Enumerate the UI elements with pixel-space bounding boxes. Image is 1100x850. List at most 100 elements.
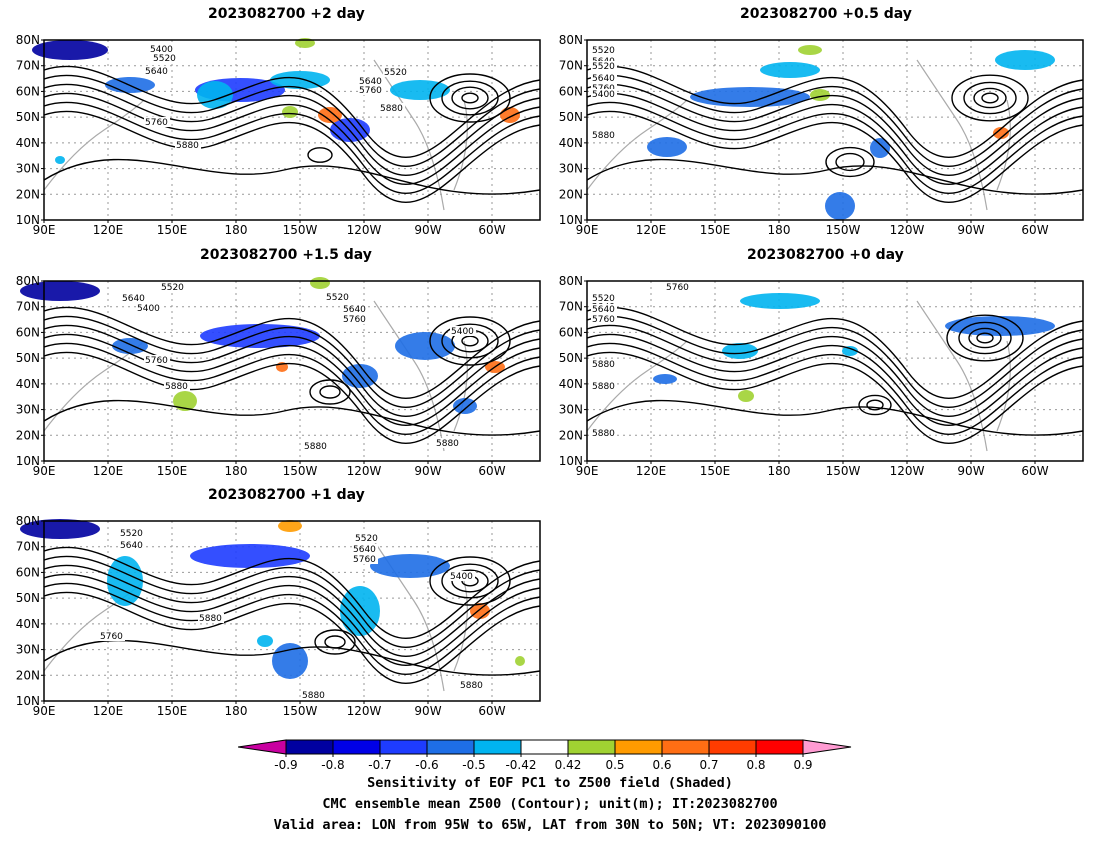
sensitivity-shading <box>278 520 302 532</box>
z500-contour <box>324 635 346 649</box>
lon-tick-label: 90W <box>414 223 441 237</box>
z500-contour <box>43 342 541 435</box>
z500-contour <box>309 379 351 405</box>
contour-label: 5520 <box>120 529 143 539</box>
lat-tick-label: 60N <box>559 84 583 98</box>
sensitivity-shading <box>190 544 310 568</box>
contour-label-bg <box>144 66 170 76</box>
lat-tick-label: 30N <box>16 643 40 657</box>
sensitivity-shading <box>653 374 677 384</box>
contour-label-bg <box>449 571 475 581</box>
lat-tick-label: 70N <box>16 540 40 554</box>
contour-label-bg <box>591 359 617 369</box>
contour-label: 5520 <box>384 68 407 78</box>
z500-contour <box>43 546 541 639</box>
contour-label: 5640 <box>122 294 145 304</box>
panel-title: 2023082700 +1 day <box>208 487 365 503</box>
sensitivity-shading <box>20 281 100 301</box>
colorbar-tick-label: -0.6 <box>415 758 438 772</box>
sensitivity-shading <box>945 316 1055 336</box>
map-axes: 55205640552056405760540057605880588080N7… <box>559 33 1084 237</box>
z500-contour <box>43 110 541 203</box>
contour-label: 5640 <box>145 67 168 77</box>
panel-title: 2023082700 +0 day <box>747 247 904 263</box>
sensitivity-shading <box>842 346 858 356</box>
contour-label: 5760 <box>592 315 615 325</box>
z500-contour <box>586 92 1084 185</box>
sensitivity-shading <box>995 50 1055 70</box>
lat-tick-label: 40N <box>559 136 583 150</box>
colorbar-tick-label: 0.8 <box>746 758 765 772</box>
contour-label: 5880 <box>304 442 327 452</box>
sensitivity-shading <box>453 398 477 414</box>
lat-tick-label: 10N <box>16 454 40 468</box>
contour-label: 5880 <box>199 614 222 624</box>
contour-label: 5760 <box>145 356 168 366</box>
contour-label-bg <box>379 103 405 113</box>
contour-label-bg <box>121 293 147 303</box>
map-axes: 5520564054005520564057605400576058805880… <box>16 274 541 478</box>
z500-contour <box>946 314 1024 362</box>
lat-tick-label: 20N <box>16 187 40 201</box>
z500-contour <box>866 399 884 411</box>
z500-contour <box>586 74 1084 167</box>
z500-contour <box>307 147 333 163</box>
panel-title: 2023082700 +0.5 day <box>740 6 912 22</box>
lat-tick-label: 50N <box>16 351 40 365</box>
colorbar-boxes: -0.9 -0.8 -0.7 -0.6 -0.5 -0.42 0.42 0.5 0.6 0.7 0.… <box>238 739 852 772</box>
contour-label: 5400 <box>592 90 615 100</box>
lat-tick-label: 50N <box>559 351 583 365</box>
lat-tick-label: 60N <box>559 325 583 339</box>
lon-tick-label: 180 <box>225 704 248 718</box>
z500-contour <box>43 315 541 408</box>
lat-tick-label: 20N <box>16 428 40 442</box>
contour-label-bg <box>303 441 329 451</box>
lon-tick-label: 60W <box>478 223 505 237</box>
lon-tick-label: 150E <box>157 704 188 718</box>
lon-tick-label: 120E <box>636 464 667 478</box>
lon-tick-label: 150E <box>157 223 188 237</box>
z500-contour <box>43 306 541 399</box>
contour-label: 5880 <box>460 681 483 691</box>
contour-label-bg <box>342 304 368 314</box>
lon-tick-label: 60W <box>478 704 505 718</box>
lat-tick-label: 70N <box>16 59 40 73</box>
z500-contour <box>43 74 541 167</box>
z500-contour <box>429 316 511 366</box>
contour-label-bg <box>352 544 378 554</box>
lon-tick-label: 180 <box>768 464 791 478</box>
z500-contour <box>43 83 541 176</box>
contour-label-bg <box>358 76 384 86</box>
contour-label: 5520 <box>592 62 615 72</box>
contour-label-bg <box>301 690 327 700</box>
lat-tick-label: 80N <box>559 33 583 47</box>
lon-tick-label: 180 <box>768 223 791 237</box>
lat-tick-label: 20N <box>559 187 583 201</box>
lon-tick-label: 120W <box>347 704 382 718</box>
z500-contour <box>429 73 511 123</box>
contour-label: 5640 <box>592 305 615 315</box>
contour-label: 5520 <box>161 283 184 293</box>
lat-tick-label: 40N <box>16 377 40 391</box>
z500-contour <box>429 556 511 606</box>
z500-contour <box>858 394 892 416</box>
panel-title: 2023082700 +1.5 day <box>200 247 372 263</box>
z500-contour <box>586 333 1084 426</box>
colorbar-box <box>567 739 616 755</box>
caption-line: Sensitivity of EOF PC1 to Z500 field (Sh… <box>367 775 733 791</box>
colorbar-under-triangle <box>238 739 287 755</box>
z500-contour <box>43 324 541 417</box>
contour-label-bg <box>591 428 617 438</box>
contour-label-bg <box>450 326 476 336</box>
lon-tick-label: 90E <box>576 223 599 237</box>
contour-label-bg <box>591 89 617 99</box>
sensitivity-shading <box>32 40 108 60</box>
contour-label-bg <box>591 381 617 391</box>
lat-tick-label: 50N <box>559 110 583 124</box>
contour-label-bg <box>152 53 178 63</box>
colorbar-box <box>379 739 428 755</box>
lat-tick-label: 30N <box>16 162 40 176</box>
contour-label: 5520 <box>592 46 615 56</box>
sensitivity-shading <box>722 343 758 359</box>
sensitivity-shading <box>798 45 822 55</box>
